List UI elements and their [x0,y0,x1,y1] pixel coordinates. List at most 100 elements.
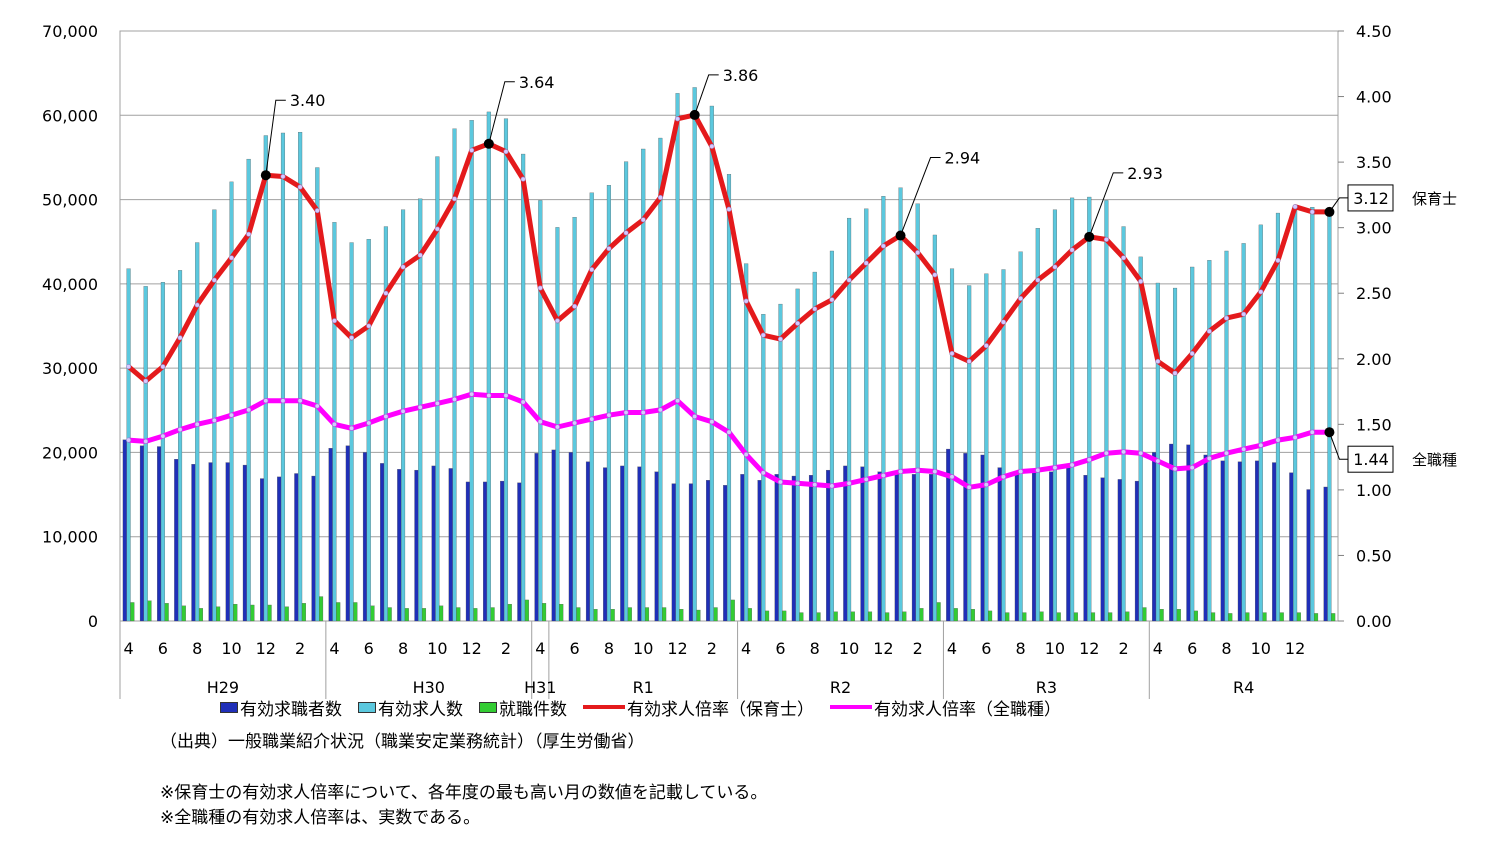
bar-seekers [277,476,282,622]
point-ratio-all [1138,450,1144,456]
bar-openings [212,209,217,622]
x-tick-label: 10 [1251,639,1271,658]
bar-hires [799,612,804,622]
point-ratio-childcare [246,231,252,237]
bar-hires [765,610,770,622]
point-ratio-all [606,412,612,418]
legend-label-openings: 有効求人数 [378,699,463,720]
x-tick-label: 10 [221,639,241,658]
bar-seekers [740,474,745,622]
bar-hires [130,602,135,622]
point-ratio-childcare [452,196,458,202]
x-tick-label: 2 [913,639,923,658]
peak-leader [265,99,286,176]
point-ratio-all [349,425,355,431]
point-ratio-childcare [795,320,801,326]
point-ratio-all [760,470,766,476]
bar-seekers [963,453,968,622]
bar-hires [370,605,375,622]
point-ratio-all [863,476,869,482]
point-ratio-all [1292,434,1298,440]
point-ratio-childcare [1018,295,1024,301]
bar-seekers [791,475,796,622]
point-ratio-all [297,398,303,404]
y-left-tick-label: 20,000 [42,443,98,462]
point-ratio-all [520,399,526,405]
legend-item-ratio-childcare: 有効求人倍率（保育士） [583,695,814,720]
bar-hires [1193,610,1198,622]
legend-label-hires: 就職件数 [499,699,567,720]
bar-openings [898,187,903,622]
bar-seekers [1186,444,1191,622]
point-ratio-childcare [1292,204,1298,210]
bar-openings [1258,224,1263,622]
point-ratio-childcare [520,176,526,182]
bar-openings [709,105,714,622]
bar-seekers [1083,475,1088,622]
bar-hires [404,608,409,622]
bar-openings [1001,269,1006,622]
bar-seekers [1272,462,1277,622]
point-ratio-childcare [554,318,560,324]
point-ratio-childcare [743,298,749,304]
bar-openings [195,242,200,622]
bar-hires [507,603,512,622]
bar-hires [1056,612,1061,622]
bar-openings [984,273,989,622]
legend-item-hires: 就職件数 [479,695,567,720]
bar-hires [1108,612,1113,622]
point-ratio-all [1241,446,1247,452]
point-ratio-all [537,419,543,425]
point-ratio-all [452,396,458,402]
bar-openings [538,200,543,622]
bar-hires [216,606,221,622]
point-ratio-all [194,421,200,427]
bar-hires [850,611,855,622]
line-series [126,112,1332,490]
point-ratio-all [434,400,440,406]
point-ratio-all [1309,429,1315,435]
point-ratio-childcare [314,208,320,214]
point-ratio-childcare [211,277,217,283]
point-ratio-all [932,469,938,475]
bar-seekers [260,478,265,622]
bar-hires [250,604,255,622]
bar-hires [953,608,958,622]
point-ratio-all [417,404,423,410]
legend-line-ratio-childcare [583,705,625,709]
x-tick-label: 4 [741,639,751,658]
bar-openings [1275,212,1280,622]
annotations: 3.40 3.64 3.86 2.94 2.93 3.12 保育士 1.44 全職種 [260,66,1457,473]
point-ratio-childcare [434,226,440,232]
bar-openings [915,203,920,622]
point-ratio-all [1189,465,1195,471]
point-ratio-all [1018,469,1024,475]
x-tick-label: 10 [427,639,447,658]
point-ratio-childcare [1103,236,1109,242]
point-ratio-all [160,433,166,439]
bar-hires [421,608,427,622]
x-tick-label: 6 [570,639,580,658]
point-ratio-childcare [1035,277,1041,283]
x-tick-label: 4 [329,639,339,658]
point-ratio-all [1052,465,1058,471]
bar-seekers [328,448,333,622]
x-tick-label: 6 [775,639,785,658]
x-tick-label: 10 [633,639,653,658]
point-ratio-childcare [829,297,835,303]
axes: 0 10,000 20,000 30,000 40,000 50,000 60,000 70,… [42,22,1392,699]
bar-openings [1293,207,1298,622]
point-ratio-childcare [1309,209,1315,215]
point-ratio-childcare [1206,328,1212,334]
bar-hires [524,599,529,622]
point-ratio-all [280,398,286,404]
bar-openings [967,285,972,622]
year-label: R4 [1233,678,1254,697]
bar-hires [679,609,684,622]
bar-openings [469,120,474,622]
point-ratio-all [177,427,183,433]
bar-openings [778,303,783,622]
legend-swatch-seekers [220,701,238,713]
end-value-box [1347,184,1394,212]
bar-hires [181,605,186,622]
